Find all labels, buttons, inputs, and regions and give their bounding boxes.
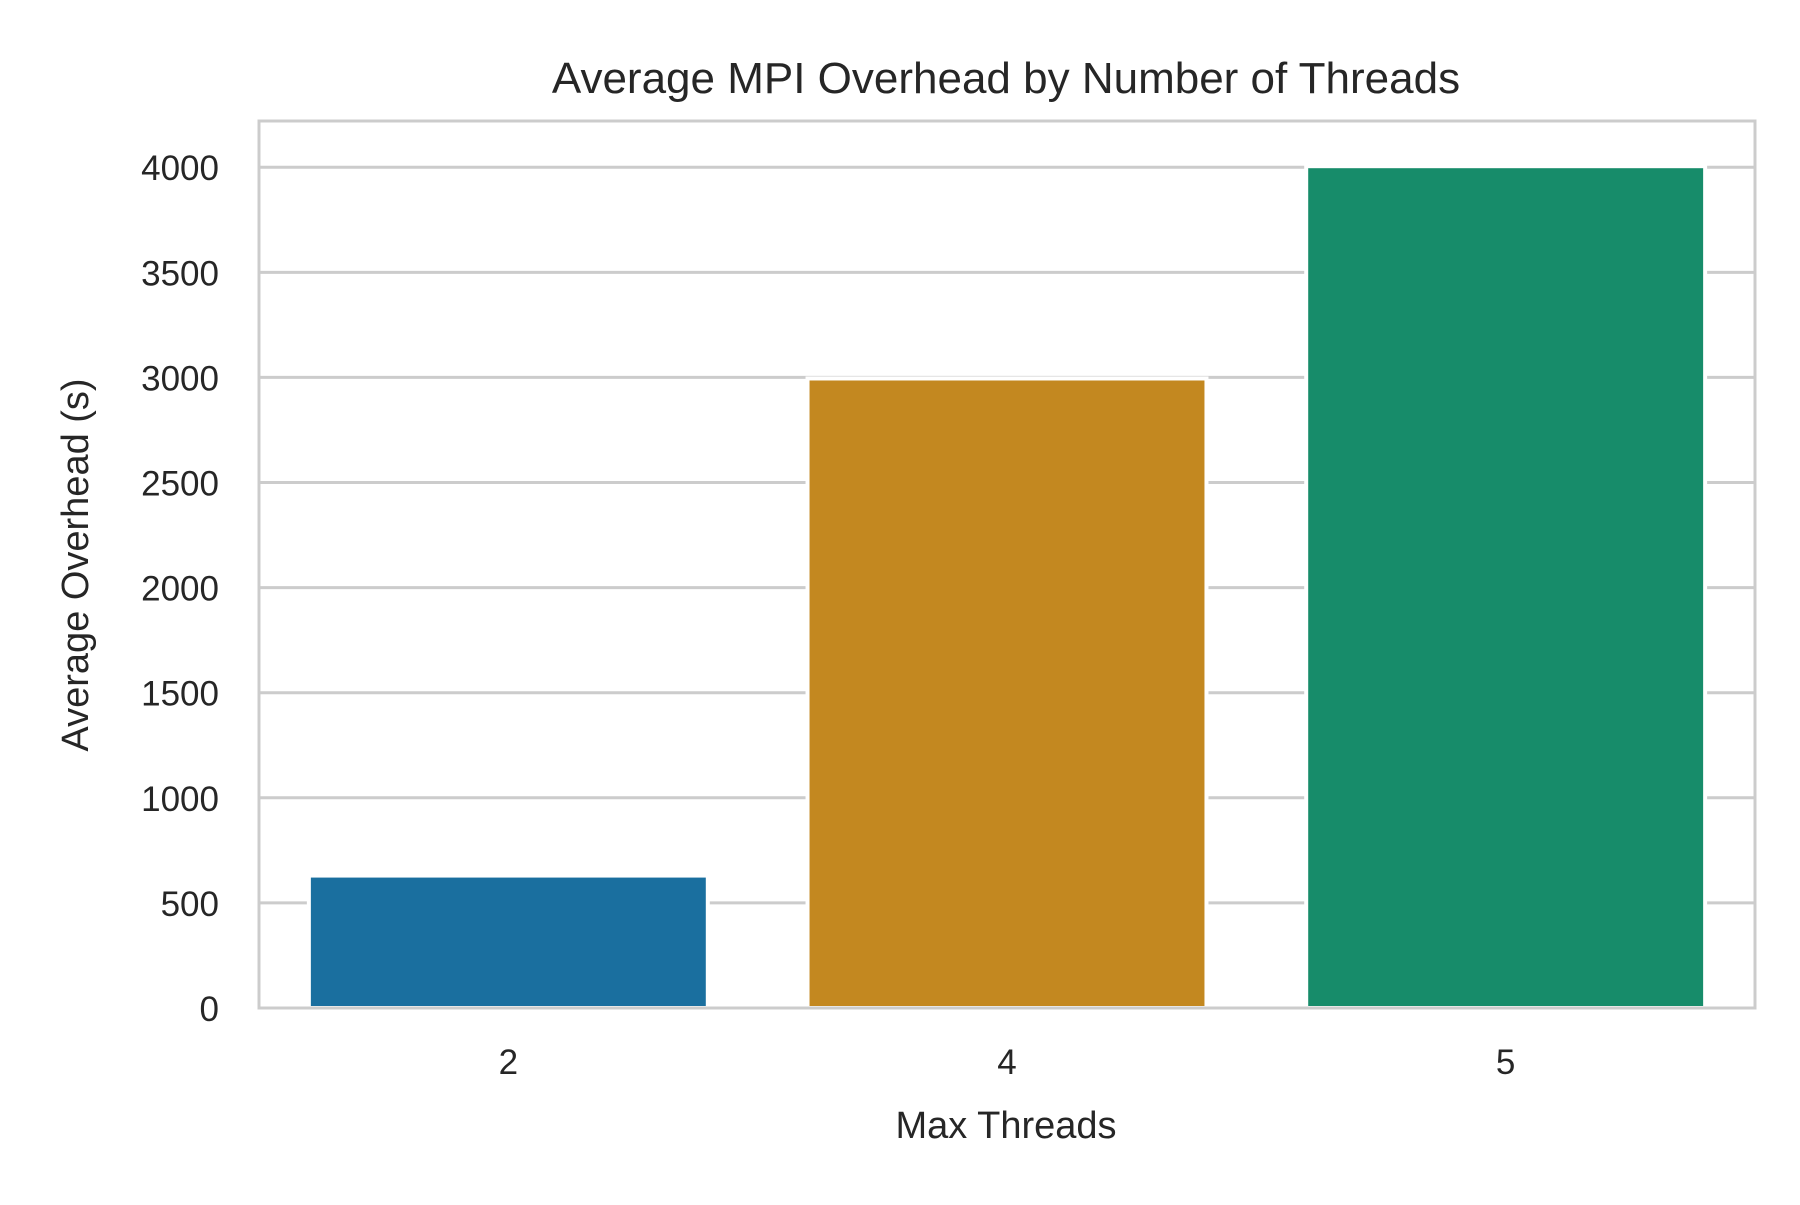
- plot-frame: [257, 119, 1757, 1010]
- x-tick-labels: 2 4 5: [499, 1043, 1516, 1082]
- y-tick-label: 2500: [141, 465, 219, 504]
- y-tick-labels: 0 500 1000 1500 2000 2500 3000 3500 4000: [141, 149, 219, 1029]
- x-tick-label: 2: [499, 1043, 518, 1082]
- y-tick-label: 0: [200, 990, 219, 1029]
- x-tick-label: 5: [1496, 1043, 1515, 1082]
- y-tick-label: 3000: [141, 359, 219, 398]
- y-tick-label: 1000: [141, 780, 219, 819]
- chart-title: Average MPI Overhead by Number of Thread…: [552, 54, 1460, 103]
- y-tick-label: 500: [161, 885, 219, 924]
- x-axis-label: Max Threads: [895, 1105, 1116, 1147]
- y-axis-label: Average Overhead (s): [55, 378, 97, 751]
- y-tick-label: 4000: [141, 149, 219, 188]
- bars: [306, 164, 1708, 1011]
- y-tick-label: 3500: [141, 254, 219, 293]
- y-tick-label: 2000: [141, 570, 219, 609]
- bar-2: [306, 873, 710, 1010]
- bar-4: [805, 376, 1209, 1010]
- x-tick-label: 4: [997, 1043, 1016, 1082]
- y-tick-label: 1500: [141, 675, 219, 714]
- bar-5: [1304, 164, 1708, 1011]
